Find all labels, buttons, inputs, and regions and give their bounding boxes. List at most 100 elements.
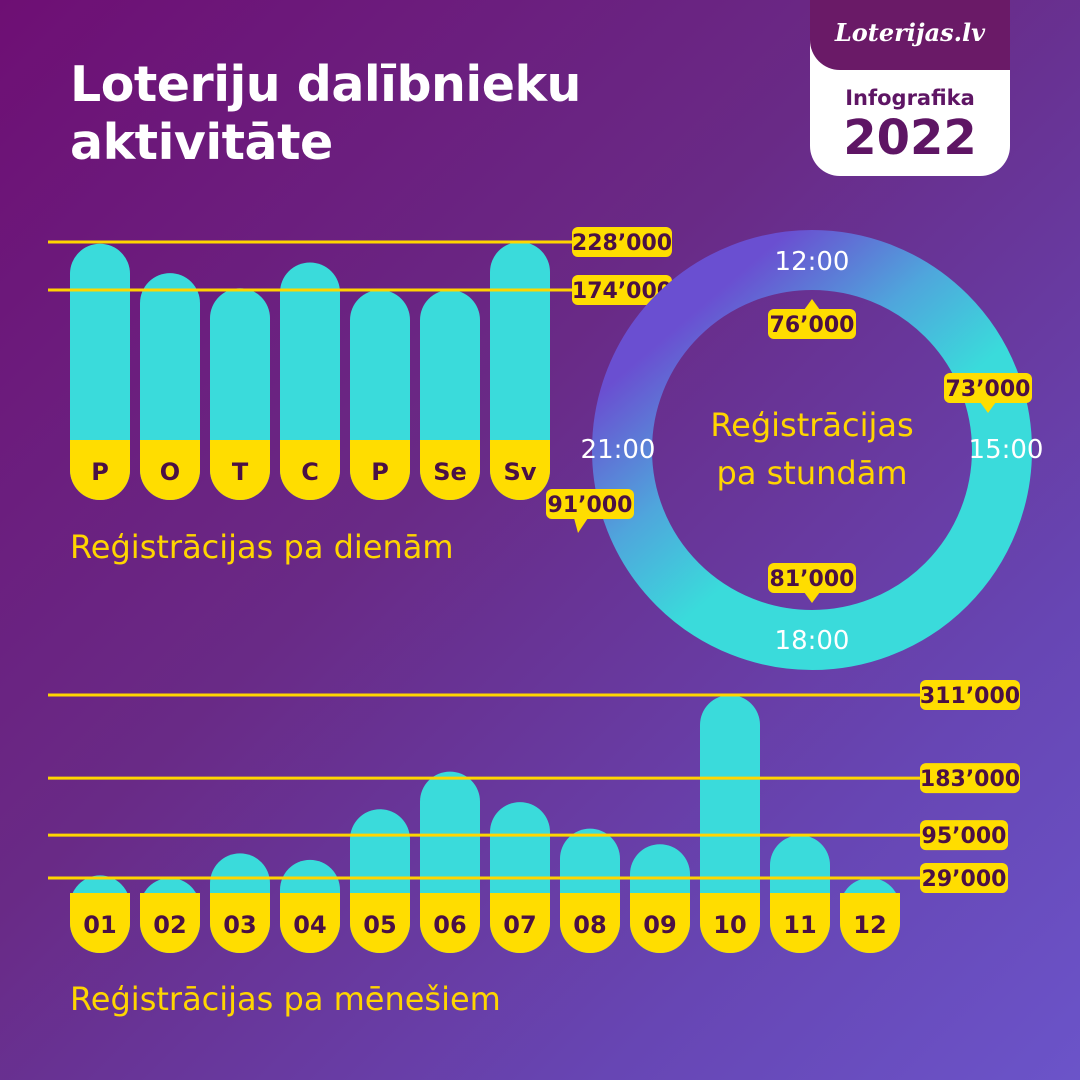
- day-bar-6: Se: [420, 290, 480, 500]
- month-bar-12: 12: [840, 878, 900, 953]
- hour-value-tag-2-pointer: [980, 402, 996, 413]
- day-bar-7: Sv: [490, 242, 550, 500]
- month-label-7: 07: [503, 911, 536, 939]
- hour-value-tag-4-label: 91’000: [548, 493, 633, 518]
- month-ref-tag-2-label: 183’000: [920, 767, 1020, 792]
- month-bar-7-base: [490, 893, 550, 953]
- month-bar-1: 01: [70, 875, 130, 953]
- daily-chart-title: Reģistrācijas pa dienām: [70, 528, 454, 566]
- day-bar-5-base: [350, 440, 410, 500]
- day-label-5: P: [371, 458, 389, 486]
- day-ref-tag-1-label: 228’000: [572, 231, 672, 256]
- month-label-2: 02: [153, 911, 186, 939]
- month-ref-tag-4-box: [920, 863, 1008, 893]
- hour-label-1: 12:00: [775, 247, 850, 277]
- hour-chart-title-line-1: Reģistrācijas: [710, 406, 913, 444]
- day-ref-tag-1-box: [572, 227, 672, 257]
- hour-label-2: 15:00: [969, 435, 1044, 465]
- hour-value-tag-4: 91’000: [546, 489, 634, 533]
- day-ref-tag-1: 228’000: [572, 227, 672, 257]
- month-label-3: 03: [223, 911, 256, 939]
- month-ref-tag-4: 29’000: [920, 863, 1008, 893]
- day-bar-7-value: [490, 242, 550, 500]
- month-bar-9-base: [630, 893, 690, 953]
- month-bar-10: 10: [700, 695, 760, 953]
- day-bar-4: C: [280, 262, 340, 500]
- month-bar-6: 06: [420, 771, 480, 953]
- day-bar-6-base: [420, 440, 480, 500]
- month-ref-tag-1: 311’000: [920, 680, 1020, 710]
- monthly-chart-title: Reģistrācijas pa mēnešiem: [70, 980, 501, 1018]
- hour-label-4: 21:00: [581, 435, 656, 465]
- day-label-6: Se: [433, 458, 467, 486]
- month-bar-4: 04: [280, 859, 340, 953]
- day-bar-5: P: [350, 290, 410, 500]
- day-bar-2: O: [140, 273, 200, 500]
- day-bar-2-base: [140, 440, 200, 500]
- day-label-3: T: [232, 458, 249, 486]
- month-ref-tag-4-label: 29’000: [922, 867, 1007, 892]
- month-bar-2: 02: [140, 878, 200, 953]
- month-bar-12-base: [840, 893, 900, 953]
- month-bar-1-base: [70, 893, 130, 953]
- day-bar-1-base: [70, 440, 130, 500]
- month-bar-3-base: [210, 893, 270, 953]
- month-bar-10-base: [700, 893, 760, 953]
- day-bar-7-base: [490, 440, 550, 500]
- month-ref-tag-3-box: [920, 820, 1008, 851]
- hour-value-tag-4-box: [546, 489, 634, 519]
- month-ref-tag-1-label: 311’000: [920, 684, 1020, 709]
- badge-label: Infografika: [845, 86, 975, 110]
- month-ref-tag-3-label: 95’000: [922, 824, 1007, 849]
- day-bar-3: T: [210, 288, 270, 500]
- hour-value-tag-4-pointer: [574, 518, 588, 533]
- day-label-2: O: [160, 458, 180, 486]
- month-label-11: 11: [783, 911, 816, 939]
- month-bar-5-base: [350, 893, 410, 953]
- month-ref-tag-2-box: [920, 763, 1020, 794]
- page-title: Loteriju dalībnieku aktivitāte: [70, 56, 581, 172]
- month-bar-6-base: [420, 893, 480, 953]
- day-label-1: P: [91, 458, 109, 486]
- month-bar-8: 08: [560, 828, 620, 953]
- hour-ring: [592, 230, 1032, 670]
- page-title-line-1: Loteriju dalībnieku: [70, 56, 581, 113]
- day-bar-1: P: [70, 243, 130, 500]
- day-bar-4-base: [280, 440, 340, 500]
- month-label-8: 08: [573, 911, 606, 939]
- month-bar-2-base: [140, 893, 200, 953]
- page-title-line-2: aktivitāte: [70, 114, 333, 171]
- month-bar-8-base: [560, 893, 620, 953]
- hour-label-3: 18:00: [775, 626, 850, 656]
- month-bar-5: 05: [350, 809, 410, 953]
- hour-value-tag-3-box: [768, 563, 856, 593]
- month-label-6: 06: [433, 911, 466, 939]
- hour-value-tag-2-label: 73’000: [946, 377, 1031, 402]
- day-bar-1-value: [70, 243, 130, 500]
- hour-value-tag-3: 81’000: [768, 563, 856, 603]
- month-bar-11-base: [770, 893, 830, 953]
- hour-chart-title-line-2: pa stundām: [717, 454, 908, 492]
- month-bar-9: 09: [630, 844, 690, 953]
- hour-value-tag-3-label: 81’000: [770, 567, 855, 592]
- infographic-badge: Loterijas.lv Infografika 2022: [810, 0, 1010, 176]
- month-label-5: 05: [363, 911, 396, 939]
- day-ref-tag-2-box: [572, 275, 672, 305]
- month-bar-10-value: [700, 695, 760, 953]
- month-ref-tag-1-box: [920, 680, 1020, 710]
- day-label-4: C: [301, 458, 319, 486]
- hour-value-tag-1-pointer: [804, 299, 820, 310]
- hour-value-tag-1-label: 76’000: [770, 313, 855, 338]
- hour-value-tag-2: 73’000: [944, 373, 1032, 413]
- badge-year: 2022: [843, 110, 977, 166]
- hour-value-tag-1-box: [768, 309, 856, 339]
- day-label-7: Sv: [504, 458, 537, 486]
- month-label-9: 09: [643, 911, 676, 939]
- month-label-1: 01: [83, 911, 116, 939]
- month-bar-11: 11: [770, 835, 830, 953]
- month-label-4: 04: [293, 911, 326, 939]
- month-ref-tag-3: 95’000: [920, 820, 1008, 851]
- month-ref-tag-2: 183’000: [920, 763, 1020, 794]
